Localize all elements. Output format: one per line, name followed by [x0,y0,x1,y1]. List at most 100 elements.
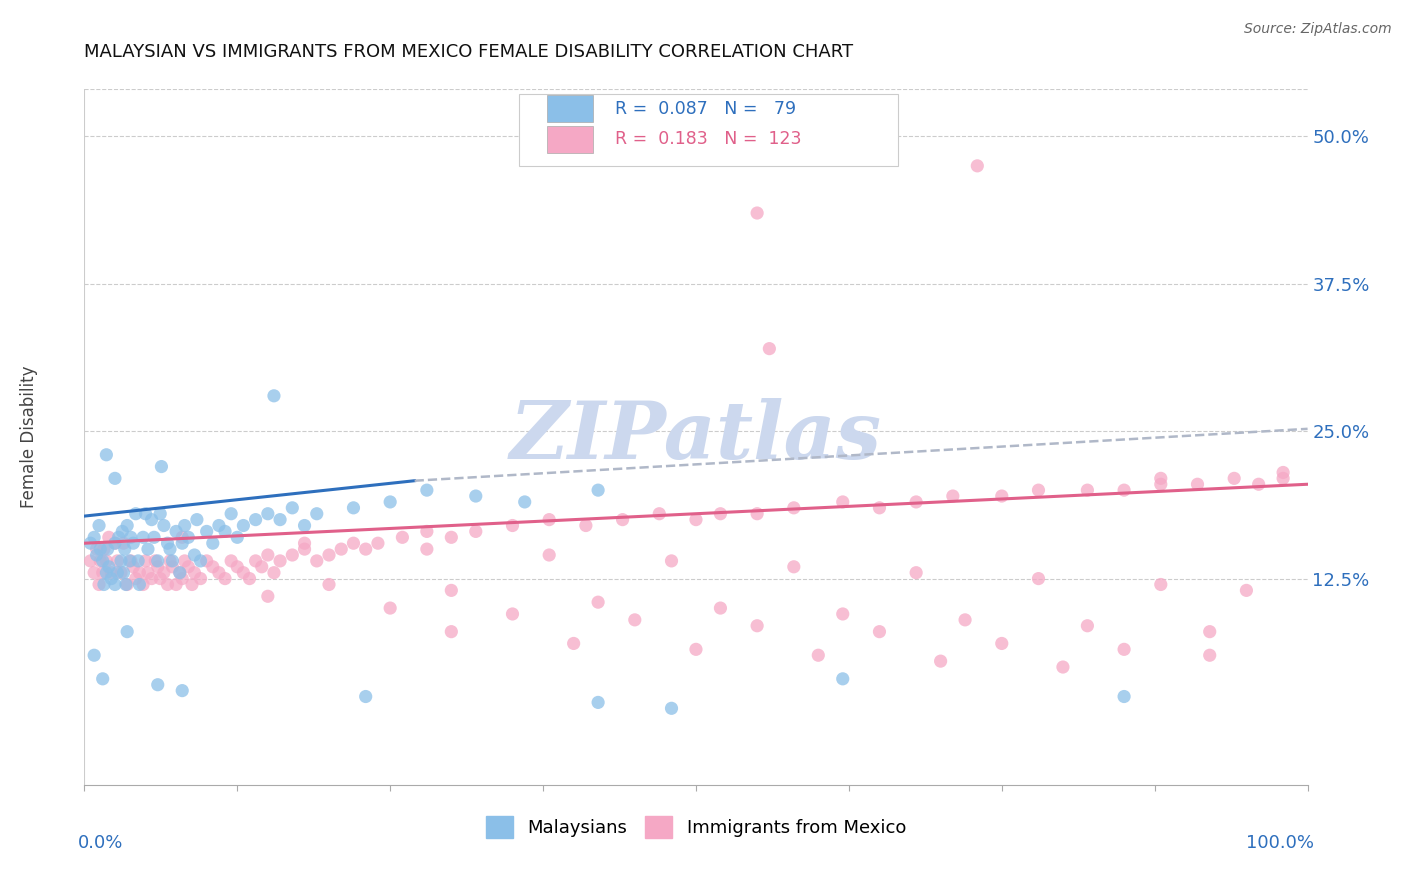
Point [758,342,780,356]
Point [831,495,853,509]
FancyBboxPatch shape [547,126,593,153]
Point [86,542,108,557]
Point [181,577,204,591]
Point [159,554,181,568]
Point [354,542,377,557]
Point [87,577,110,591]
FancyBboxPatch shape [519,94,898,166]
Point [135,507,157,521]
Point [177,559,200,574]
Point [929,654,952,668]
Point [97,559,120,574]
Point [318,577,340,591]
Point [83,566,105,580]
Point [1236,583,1258,598]
Point [214,572,236,586]
Point [172,530,194,544]
Point [245,554,267,568]
Point [208,566,231,580]
Point [991,489,1014,503]
Point [201,559,224,574]
Point [100,572,122,586]
Point [115,624,138,639]
Point [586,483,609,497]
Point [1114,483,1136,497]
Point [159,542,181,557]
Point [905,495,928,509]
Point [132,530,155,544]
Point [125,507,148,521]
Point [114,542,136,557]
Point [86,548,108,562]
Point [416,524,439,539]
Point [709,601,731,615]
Point [367,536,389,550]
Point [110,566,132,580]
Point [97,530,120,544]
Point [747,619,769,633]
Point [146,554,169,568]
Point [330,542,353,557]
Point [624,613,647,627]
Text: 100.0%: 100.0% [1246,834,1313,852]
Point [1198,624,1220,639]
Point [232,518,254,533]
Point [1076,483,1098,497]
Point [513,495,536,509]
Point [83,530,105,544]
Point [136,566,159,580]
Point [807,648,830,663]
Point [869,624,891,639]
Point [342,500,364,515]
Point [162,554,184,568]
Point [141,572,163,586]
Text: Source: ZipAtlas.com: Source: ZipAtlas.com [1244,22,1392,37]
Point [149,507,172,521]
Point [1272,466,1295,480]
Point [87,518,110,533]
Point [1150,477,1173,491]
Point [869,500,891,515]
Point [440,624,463,639]
Point [79,554,101,568]
Point [128,566,150,580]
Point [79,536,101,550]
Point [263,566,285,580]
Point [831,607,853,621]
Point [747,507,769,521]
Point [281,548,304,562]
Point [97,542,120,557]
Point [281,500,304,515]
Point [380,601,402,615]
Point [156,536,179,550]
Point [169,566,191,580]
Point [1150,471,1173,485]
Point [173,518,195,533]
Point [172,572,194,586]
FancyBboxPatch shape [547,95,593,122]
Point [464,489,486,503]
Point [416,542,439,557]
Point [942,489,965,503]
Point [105,566,128,580]
Point [1272,471,1295,485]
Point [96,554,118,568]
Point [294,536,316,550]
Point [195,554,218,568]
Point [127,554,149,568]
Legend: Malaysians, Immigrants from Mexico: Malaysians, Immigrants from Mexico [478,809,914,846]
Point [169,566,191,580]
Point [208,518,231,533]
Point [685,642,707,657]
Point [257,548,280,562]
Point [440,530,463,544]
Point [586,695,609,709]
Point [104,471,127,485]
Point [89,542,111,557]
Point [783,559,806,574]
Point [263,389,285,403]
Point [391,530,413,544]
Point [96,448,118,462]
Point [226,559,249,574]
Point [105,554,128,568]
